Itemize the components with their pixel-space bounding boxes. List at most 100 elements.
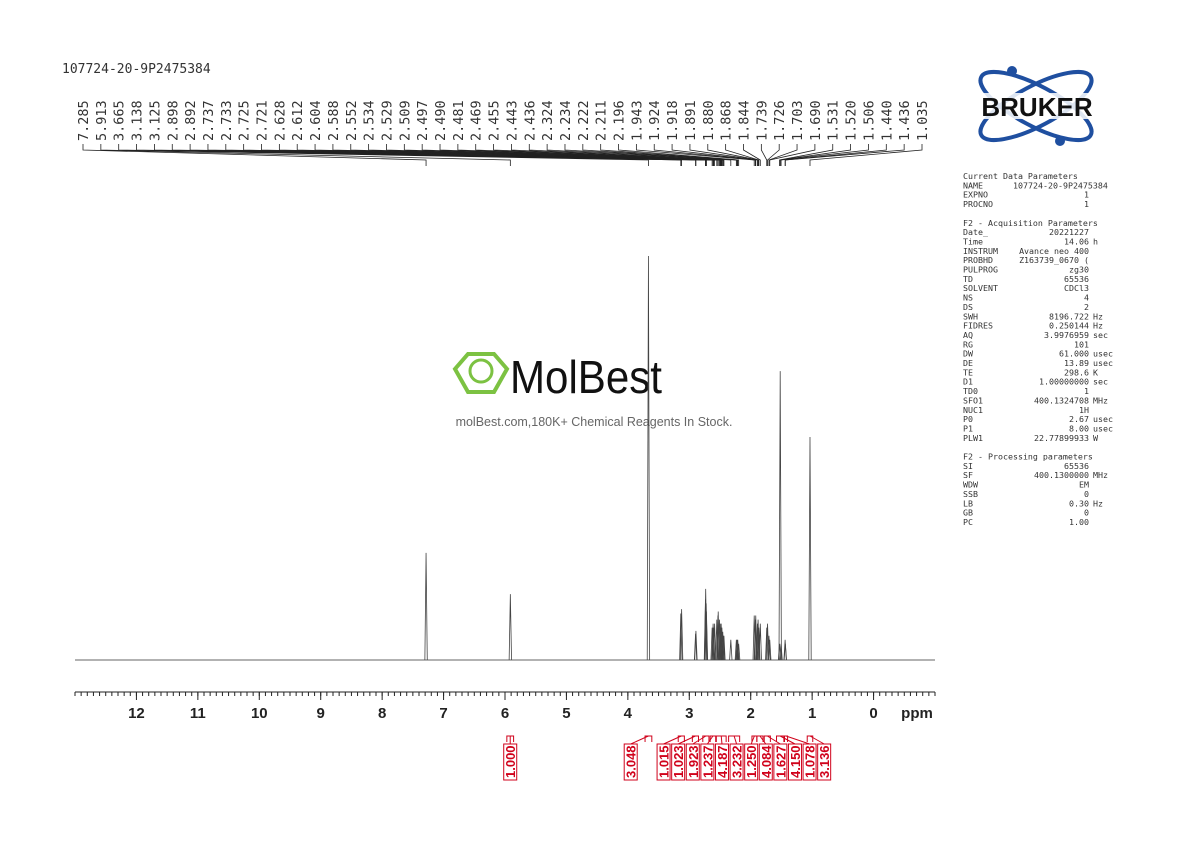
param-unit: usec bbox=[1093, 423, 1113, 433]
peak-leader bbox=[779, 144, 834, 166]
x-tick-label: 9 bbox=[317, 705, 325, 722]
param-key: PULPROG bbox=[963, 265, 998, 275]
param-value: CDCl3 bbox=[1064, 283, 1089, 293]
param-value: 107724-20-9P2475384 bbox=[1013, 180, 1108, 190]
integral-box bbox=[685, 743, 700, 781]
integral-label: 1.923 bbox=[686, 745, 701, 778]
peak bbox=[712, 627, 716, 661]
peak bbox=[778, 371, 782, 661]
peak-label: 3.665 bbox=[112, 100, 128, 141]
peak-label: 2.725 bbox=[237, 100, 253, 141]
peak-label: 1.844 bbox=[736, 100, 752, 141]
peak bbox=[783, 643, 787, 661]
param-unit: usec bbox=[1093, 349, 1113, 359]
peak-label: 7.285 bbox=[76, 100, 92, 141]
param-value: 8.00 bbox=[1069, 423, 1089, 433]
x-tick-label: 5 bbox=[562, 705, 570, 722]
param-key: TD0 bbox=[963, 386, 978, 396]
param-unit: usec bbox=[1093, 414, 1113, 424]
integral-box bbox=[623, 743, 638, 781]
peak-label: 1.880 bbox=[701, 100, 717, 141]
peak bbox=[508, 594, 512, 661]
peak-label: 1.520 bbox=[844, 100, 860, 141]
integral-label: 1.023 bbox=[671, 745, 686, 778]
x-tick-label: 12 bbox=[128, 705, 145, 722]
param-key: D1 bbox=[963, 377, 973, 387]
integral-bracket bbox=[728, 735, 741, 742]
param-value: 298.6 bbox=[1064, 367, 1089, 377]
param-unit: usec bbox=[1093, 358, 1113, 368]
param-key: P0 bbox=[963, 414, 973, 424]
bruker-logo: BRUKER bbox=[958, 66, 1116, 146]
peak-label: 2.588 bbox=[326, 100, 342, 141]
param-value: 0 bbox=[1084, 508, 1089, 518]
peak-leader bbox=[784, 144, 905, 166]
param-key: PC bbox=[963, 517, 973, 527]
integral-box bbox=[656, 743, 671, 781]
integral-leader bbox=[720, 735, 723, 745]
integral-leader bbox=[809, 735, 825, 745]
x-tick-label: 8 bbox=[378, 705, 386, 722]
peak-leader bbox=[600, 144, 739, 166]
peak-label: 1.918 bbox=[665, 100, 681, 141]
param-value: 0.30 bbox=[1069, 498, 1089, 508]
peak-leader bbox=[118, 144, 649, 166]
integral-leader bbox=[692, 735, 707, 745]
param-key: SF bbox=[963, 470, 973, 480]
peak-label: 2.481 bbox=[451, 100, 467, 141]
param-key: SFO1 bbox=[963, 395, 983, 405]
param-value: 61.000 bbox=[1059, 349, 1089, 359]
peak-leader bbox=[768, 144, 798, 166]
param-key: DS bbox=[963, 302, 973, 312]
x-tick-label: 2 bbox=[747, 705, 755, 722]
peak-label: 2.497 bbox=[415, 100, 431, 141]
param-value: 1.00 bbox=[1069, 517, 1089, 527]
peak bbox=[767, 635, 771, 661]
integral-label: 3.136 bbox=[817, 745, 832, 778]
peak-leader bbox=[779, 144, 851, 166]
peak bbox=[768, 639, 772, 661]
peak-leader bbox=[760, 144, 768, 166]
peak-label: 2.469 bbox=[469, 100, 485, 141]
param-key: NAME bbox=[963, 180, 983, 190]
peak-leader bbox=[767, 144, 780, 166]
integral-leader bbox=[663, 735, 682, 745]
x-tick-label: 10 bbox=[251, 705, 268, 722]
param-key: NUC1 bbox=[963, 405, 983, 415]
peak-label: 2.324 bbox=[540, 100, 556, 141]
peak-leader bbox=[784, 144, 887, 166]
param-value: 22.77899933 bbox=[1034, 433, 1089, 443]
x-tick-label: 0 bbox=[869, 705, 877, 722]
peak-label: 2.222 bbox=[576, 100, 592, 141]
peak-leader bbox=[635, 144, 755, 166]
param-value: 2.67 bbox=[1069, 414, 1089, 424]
peak bbox=[737, 643, 741, 661]
param-section-title: F2 - Acquisition Parameters bbox=[963, 218, 1098, 228]
param-key: FIDRES bbox=[963, 321, 993, 331]
integral-leader bbox=[750, 735, 755, 745]
param-key: PLW1 bbox=[963, 433, 983, 443]
peak-leader bbox=[582, 144, 738, 166]
peak-label: 2.211 bbox=[594, 100, 610, 141]
integral-box bbox=[758, 743, 773, 781]
param-value: Avance neo 400 bbox=[1019, 246, 1089, 256]
peak-label: 2.898 bbox=[165, 100, 181, 141]
x-tick-label: 6 bbox=[501, 705, 509, 722]
integral-box bbox=[729, 743, 744, 781]
param-key: EXPNO bbox=[963, 190, 988, 200]
integral-leader bbox=[706, 735, 714, 745]
integral-leader bbox=[677, 735, 696, 745]
integral-label: 4.150 bbox=[788, 745, 803, 778]
param-key: Time bbox=[963, 236, 983, 246]
peak-label: 2.234 bbox=[558, 100, 574, 141]
watermark-brand: MolBest bbox=[510, 351, 662, 403]
peak-label: 2.733 bbox=[219, 100, 235, 141]
peak-label: 1.924 bbox=[647, 100, 663, 141]
param-value: 400.1324708 bbox=[1034, 395, 1089, 405]
integral-bracket bbox=[702, 735, 710, 742]
peak-label: 2.552 bbox=[344, 100, 360, 141]
x-tick-label: 11 bbox=[190, 705, 206, 722]
peak-label: 5.913 bbox=[94, 100, 110, 141]
param-value: EM bbox=[1079, 480, 1089, 490]
param-key: TD bbox=[963, 274, 973, 284]
